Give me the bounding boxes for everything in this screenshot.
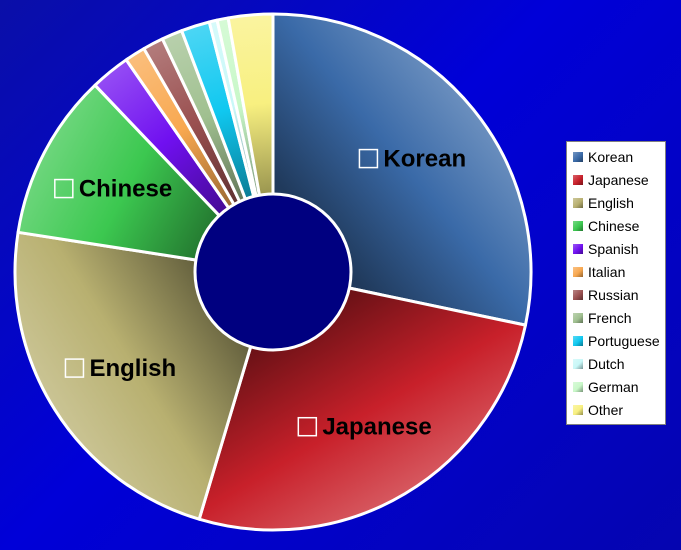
slice-label-japanese: Japanese: [297, 414, 432, 441]
legend-label: Russian: [588, 286, 639, 303]
legend-item-portuguese: Portuguese: [567, 329, 665, 352]
slice-labels: Korean Japanese English Chinese: [54, 146, 466, 441]
slice-label-key-korean: [358, 148, 379, 169]
legend-swatch: [573, 381, 583, 392]
legend-swatch: [573, 404, 583, 415]
legend-item-spanish: Spanish: [567, 237, 665, 260]
slice-label-text-chinese: Chinese: [79, 176, 172, 203]
legend-item-dutch: Dutch: [567, 352, 665, 375]
legend-label: German: [588, 378, 639, 395]
legend-item-japanese: Japanese: [567, 168, 665, 191]
legend-label: Portuguese: [588, 332, 660, 349]
slice-label-korean: Korean: [358, 146, 466, 173]
legend-item-other: Other: [567, 398, 665, 421]
legend-label: Japanese: [588, 171, 649, 188]
legend-item-korean: Korean: [567, 145, 665, 168]
legend-swatch: [573, 358, 583, 369]
slice-label-key-chinese: [54, 178, 74, 199]
slice-label-key-japanese: [297, 416, 318, 437]
legend-item-russian: Russian: [567, 283, 665, 306]
chart-legend: Korean Japanese English Chinese Spanish Itali…: [566, 141, 666, 425]
slice-label-key-english: [64, 358, 85, 378]
legend-label: French: [588, 309, 632, 326]
legend-swatch: [573, 243, 583, 254]
legend-item-german: German: [567, 375, 665, 398]
legend-swatch: [573, 197, 583, 208]
legend-item-italian: Italian: [567, 260, 665, 283]
legend-item-chinese: Chinese: [567, 214, 665, 237]
legend-swatch: [573, 335, 583, 346]
doughnut-hole: [193, 192, 353, 352]
slice-label-text-korean: Korean: [383, 146, 466, 173]
slice-label-text-japanese: Japanese: [322, 414, 431, 441]
legend-label: Italian: [588, 263, 626, 280]
legend-swatch: [573, 151, 583, 162]
slice-label-text-english: English: [89, 355, 176, 382]
legend-item-english: English: [567, 191, 665, 214]
legend-label: Chinese: [588, 217, 640, 234]
legend-item-french: French: [567, 306, 665, 329]
legend-swatch: [573, 289, 583, 300]
legend-swatch: [573, 312, 583, 323]
legend-swatch: [573, 220, 583, 231]
legend-label: Other: [588, 401, 624, 418]
legend-swatch: [573, 174, 583, 185]
legend-label: English: [588, 194, 634, 211]
legend-label: Spanish: [588, 240, 639, 257]
slice-label-chinese: Chinese: [54, 176, 172, 203]
slice-label-english: English: [64, 355, 176, 382]
legend-swatch: [573, 266, 583, 277]
legend-label: Dutch: [588, 355, 625, 372]
legend-label: Korean: [588, 148, 634, 165]
